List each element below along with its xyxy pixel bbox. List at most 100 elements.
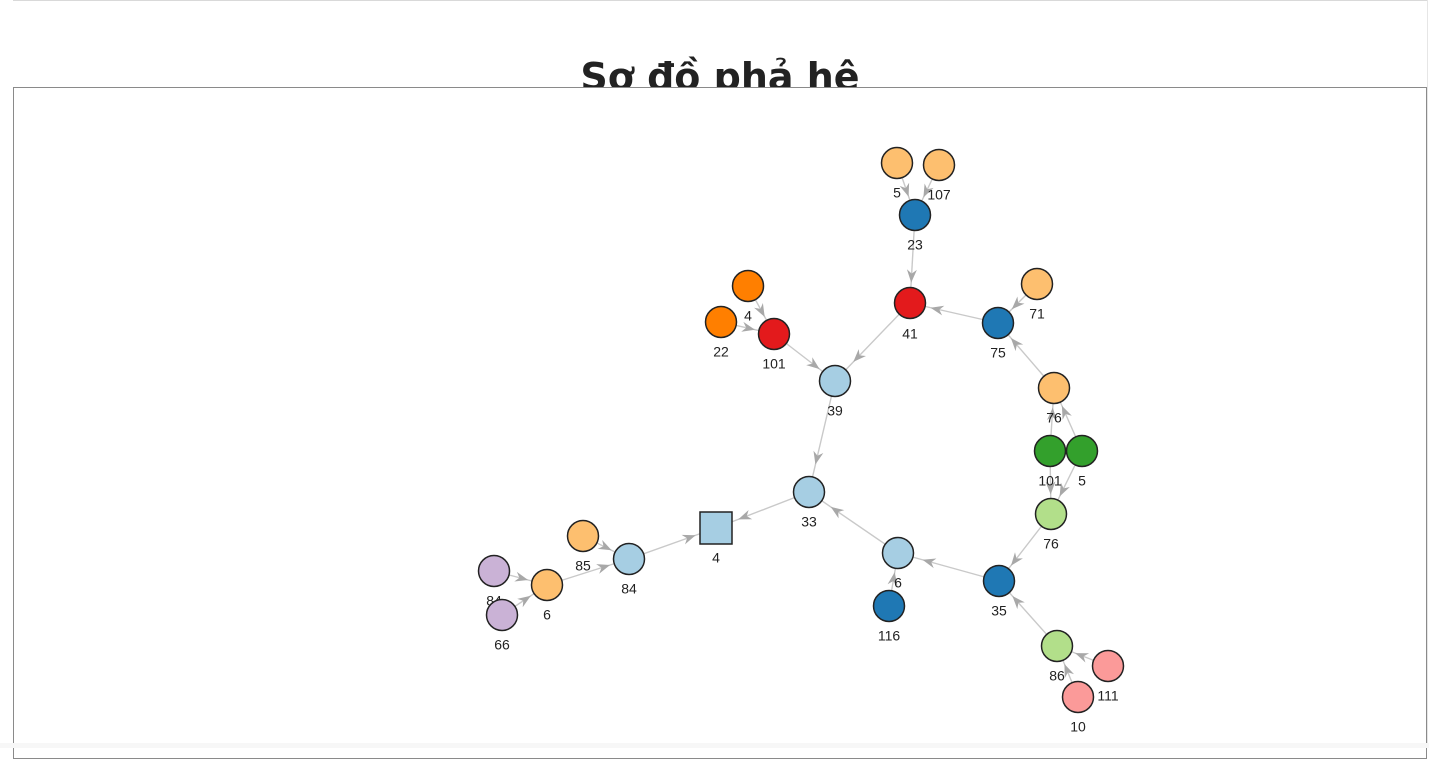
arrowhead bbox=[597, 540, 612, 551]
nodes-layer: 4 33 39 41 23 5 107 101 4 22 75 71 76 101 5 76 35 86 111 10… bbox=[477, 146, 1125, 735]
arrowhead bbox=[741, 321, 755, 332]
graph-node-n101b[interactable]: 101 bbox=[1033, 434, 1067, 489]
graph-node-n85[interactable]: 85 bbox=[566, 519, 600, 574]
node-circle[interactable] bbox=[1091, 649, 1125, 683]
node-circle[interactable] bbox=[477, 554, 511, 588]
arrowhead bbox=[754, 303, 765, 317]
node-label: 23 bbox=[907, 237, 923, 253]
node-label: 4 bbox=[712, 550, 720, 566]
graph-node-n41[interactable]: 41 bbox=[893, 286, 927, 342]
node-label: 86 bbox=[1049, 668, 1065, 684]
node-circle[interactable] bbox=[1033, 434, 1067, 468]
edge-line bbox=[834, 302, 911, 382]
node-circle[interactable] bbox=[893, 286, 927, 320]
node-label: 84 bbox=[621, 581, 637, 597]
top-divider bbox=[13, 0, 1427, 1]
edge-line bbox=[808, 491, 899, 554]
graph-node-n6b[interactable]: 6 bbox=[530, 568, 564, 623]
node-circle[interactable] bbox=[530, 568, 564, 602]
node-label: 10 bbox=[1070, 719, 1086, 735]
graph-node-n39[interactable]: 39 bbox=[818, 364, 852, 419]
right-edge bbox=[1427, 0, 1428, 748]
graph-node-n84b[interactable]: 84 bbox=[477, 554, 511, 609]
edges-layer bbox=[493, 162, 1109, 698]
node-circle[interactable] bbox=[1020, 267, 1054, 301]
bottom-strip bbox=[0, 743, 1429, 748]
graph-node-n66[interactable]: 66 bbox=[485, 598, 519, 653]
node-circle[interactable] bbox=[612, 542, 646, 576]
arrowhead bbox=[1010, 338, 1024, 352]
graph-node-n4o[interactable]: 4 bbox=[731, 269, 765, 324]
graph-node-n107[interactable]: 107 bbox=[922, 148, 956, 203]
node-circle[interactable] bbox=[898, 198, 932, 232]
node-circle[interactable] bbox=[1061, 680, 1095, 714]
pedigree-graph[interactable]: 4 33 39 41 23 5 107 101 4 22 75 71 76 101 5 76 35 86 111 10… bbox=[13, 87, 1427, 759]
node-circle[interactable] bbox=[982, 564, 1016, 598]
node-circle[interactable] bbox=[922, 148, 956, 182]
node-label: 6 bbox=[543, 607, 551, 623]
edge-line bbox=[897, 552, 1000, 582]
graph-node-n101a[interactable]: 101 bbox=[757, 317, 791, 372]
arrowhead bbox=[806, 357, 820, 370]
graph-node-n86[interactable]: 86 bbox=[1040, 629, 1074, 684]
graph-node-n71[interactable]: 71 bbox=[1020, 267, 1054, 322]
graph-node-n22[interactable]: 22 bbox=[704, 305, 738, 360]
node-circle[interactable] bbox=[1040, 629, 1074, 663]
node-label: 76 bbox=[1043, 536, 1059, 552]
node-circle[interactable] bbox=[485, 598, 519, 632]
graph-node-n5b[interactable]: 5 bbox=[1065, 434, 1099, 489]
graph-node-n111[interactable]: 111 bbox=[1091, 649, 1125, 704]
node-label: 33 bbox=[801, 514, 817, 530]
arrowhead bbox=[738, 510, 753, 520]
node-label: 35 bbox=[991, 603, 1007, 619]
graph-node-n76a[interactable]: 76 bbox=[1037, 371, 1071, 426]
edge-line bbox=[808, 380, 836, 493]
arrowhead bbox=[1012, 596, 1025, 610]
arrowhead bbox=[1059, 482, 1070, 497]
node-circle[interactable] bbox=[1065, 434, 1099, 468]
node-circle[interactable] bbox=[881, 536, 915, 570]
arrowhead bbox=[906, 269, 917, 283]
graph-node-n4[interactable]: 4 bbox=[699, 511, 733, 566]
node-circle[interactable] bbox=[1034, 497, 1068, 531]
graph-node-n35[interactable]: 35 bbox=[982, 564, 1016, 619]
graph-node-n84a[interactable]: 84 bbox=[612, 542, 646, 597]
node-square[interactable] bbox=[699, 511, 733, 545]
node-label: 107 bbox=[927, 187, 951, 203]
graph-canvas[interactable]: 4 33 39 41 23 5 107 101 4 22 75 71 76 101 5 76 35 86 111 10… bbox=[14, 88, 1426, 758]
node-circle[interactable] bbox=[818, 364, 852, 398]
graph-node-n23[interactable]: 23 bbox=[898, 198, 932, 253]
arrowhead bbox=[1047, 407, 1057, 421]
arrowhead bbox=[514, 571, 529, 582]
node-circle[interactable] bbox=[757, 317, 791, 351]
graph-node-n75[interactable]: 75 bbox=[981, 306, 1015, 361]
graph-node-n33[interactable]: 33 bbox=[792, 475, 826, 530]
graph-node-n76b[interactable]: 76 bbox=[1034, 497, 1068, 552]
arrowhead bbox=[1064, 664, 1074, 678]
arrowhead bbox=[922, 558, 937, 569]
node-label: 101 bbox=[762, 356, 786, 372]
node-label: 41 bbox=[902, 326, 918, 342]
graph-node-n10[interactable]: 10 bbox=[1061, 680, 1095, 735]
graph-node-n116[interactable]: 116 bbox=[872, 589, 906, 644]
node-label: 5 bbox=[893, 185, 901, 201]
arrowhead bbox=[899, 182, 910, 197]
node-label: 101 bbox=[1038, 473, 1062, 489]
node-circle[interactable] bbox=[704, 305, 738, 339]
node-circle[interactable] bbox=[792, 475, 826, 509]
node-circle[interactable] bbox=[872, 589, 906, 623]
node-circle[interactable] bbox=[731, 269, 765, 303]
node-circle[interactable] bbox=[981, 306, 1015, 340]
edge-n35-to-n6a bbox=[897, 552, 1000, 582]
node-label: 111 bbox=[1097, 688, 1118, 704]
arrowhead bbox=[1061, 405, 1072, 420]
node-circle[interactable] bbox=[880, 146, 914, 180]
node-label: 4 bbox=[744, 308, 752, 324]
node-circle[interactable] bbox=[1037, 371, 1071, 405]
graph-node-n6a[interactable]: 6 bbox=[881, 536, 915, 591]
arrowhead bbox=[923, 183, 934, 198]
arrowhead bbox=[1045, 481, 1056, 495]
graph-node-n5a[interactable]: 5 bbox=[880, 146, 914, 201]
node-label: 5 bbox=[1078, 473, 1086, 489]
node-circle[interactable] bbox=[566, 519, 600, 553]
